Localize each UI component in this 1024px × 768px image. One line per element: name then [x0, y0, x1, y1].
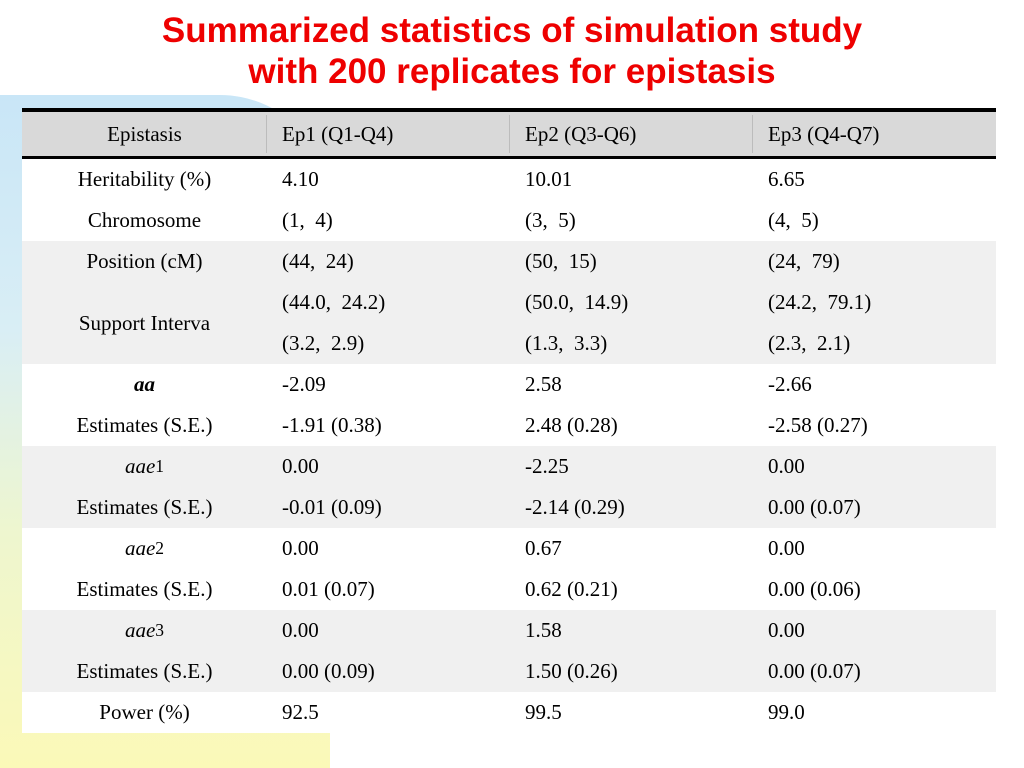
cell: 0.00 (0.06)	[768, 577, 861, 601]
table-row: -2.09 2.58 -2.66	[267, 364, 996, 405]
table-row: 92.5 99.5 99.0	[267, 692, 996, 733]
table-row: (1, 4) (3, 5) (4, 5)	[267, 200, 996, 241]
effect-label-aae: aae	[124, 454, 156, 478]
row-label-power: Power (%)	[99, 700, 190, 724]
header-ep2: Ep2 (Q3-Q6)	[510, 112, 753, 156]
group-aa: aa Estimates (S.E.) -2.09 2.58 -2.66 -1.…	[22, 364, 996, 446]
group-power: Power (%) 92.5 99.5 99.0	[22, 692, 996, 733]
cell: 0.67	[525, 536, 562, 560]
cell: 0.00	[282, 454, 319, 478]
group-aae3: aae 3 Estimates (S.E.) 0.00 1.58 0.00 0.0…	[22, 610, 996, 692]
cell: -2.58 (0.27)	[768, 413, 868, 437]
cell: (2.3, 2.1)	[768, 331, 851, 355]
row-label-support-interval: Support Interva	[78, 310, 211, 335]
cell: 0.01 (0.07)	[282, 577, 375, 601]
cell: 10.01	[525, 167, 573, 191]
table-row: 4.10 10.01 6.65	[267, 159, 996, 200]
row-label-heritability: Heritability (%)	[77, 167, 212, 191]
cell: (44, 24)	[282, 249, 354, 273]
cell: 1.50 (0.26)	[525, 659, 618, 683]
cell: -2.14 (0.29)	[525, 495, 625, 519]
row-label-aae1: aae 1	[22, 446, 267, 487]
cell: -2.25	[525, 454, 569, 478]
table-header-row: Epistasis Ep1 (Q1-Q4) Ep2 (Q3-Q6) Ep3 (Q…	[22, 112, 996, 159]
statistics-table: Epistasis Ep1 (Q1-Q4) Ep2 (Q3-Q6) Ep3 (Q…	[22, 108, 996, 733]
group-aae1: aae 1 Estimates (S.E.) 0.00 -2.25 0.00 -0…	[22, 446, 996, 528]
cell: -2.66	[768, 372, 812, 396]
cell: (24.2, 79.1)	[768, 290, 872, 314]
header-ep1: Ep1 (Q1-Q4)	[267, 112, 510, 156]
cell: 0.00	[768, 618, 805, 642]
table-row: (44, 24) (50, 15) (24, 79)	[267, 241, 996, 282]
table-row: 0.01 (0.07) 0.62 (0.21) 0.00 (0.06)	[267, 569, 996, 610]
table-row: 0.00 (0.09) 1.50 (0.26) 0.00 (0.07)	[267, 651, 996, 692]
cell: 0.00	[768, 536, 805, 560]
table-row: (44.0, 24.2) (50.0, 14.9) (24.2, 79.1)	[267, 282, 996, 323]
cell: -0.01 (0.09)	[282, 495, 382, 519]
title-line-1: Summarized statistics of simulation stud…	[161, 11, 863, 50]
cell: 4.10	[282, 167, 319, 191]
cell: 6.65	[768, 167, 805, 191]
cell: (4, 5)	[768, 208, 819, 232]
row-label-estimates: Estimates (S.E.)	[76, 577, 213, 601]
effect-label-aae: aae	[124, 536, 156, 560]
effect-subscript: 1	[155, 456, 165, 476]
cell: 99.0	[768, 700, 805, 724]
effect-subscript: 2	[155, 538, 165, 558]
title-line-2: with 200 replicates for epistasis	[248, 52, 776, 91]
table-row: 0.00 0.67 0.00	[267, 528, 996, 569]
cell: 2.58	[525, 372, 562, 396]
cell: (44.0, 24.2)	[282, 290, 386, 314]
header-epistasis: Epistasis	[22, 112, 267, 156]
cell: 0.00 (0.07)	[768, 659, 861, 683]
effect-label-aa: aa	[134, 372, 155, 396]
cell: (50, 15)	[525, 249, 597, 273]
row-label-aae2: aae 2	[22, 528, 267, 569]
header-ep3: Ep3 (Q4-Q7)	[768, 122, 880, 146]
row-label-estimates: Estimates (S.E.)	[76, 413, 213, 437]
cell: -1.91 (0.38)	[282, 413, 382, 437]
effect-subscript: 3	[155, 620, 165, 640]
cell: (3.2, 2.9)	[282, 331, 365, 355]
cell: 0.00 (0.09)	[282, 659, 375, 683]
cell: 0.62 (0.21)	[525, 577, 618, 601]
cell: (1.3, 3.3)	[525, 331, 608, 355]
row-label-estimates: Estimates (S.E.)	[76, 495, 213, 519]
background-top	[0, 0, 1024, 95]
cell: 0.00	[282, 536, 319, 560]
table-row: -1.91 (0.38) 2.48 (0.28) -2.58 (0.27)	[267, 405, 996, 446]
cell: 99.5	[525, 700, 562, 724]
cell: 2.48 (0.28)	[525, 413, 618, 437]
group-heritability: Heritability (%) Chromosome 4.10 10.01 6…	[22, 159, 996, 241]
cell: (1, 4)	[282, 208, 333, 232]
cell: (3, 5)	[525, 208, 576, 232]
table-row: 0.00 1.58 0.00	[267, 610, 996, 651]
cell: -2.09	[282, 372, 326, 396]
cell: (24, 79)	[768, 249, 840, 273]
slide-title: Summarized statistics of simulation stud…	[0, 10, 1024, 92]
cell: 1.58	[525, 618, 562, 642]
table-top-rule	[22, 108, 996, 112]
row-label-aae3: aae 3	[22, 610, 267, 651]
table-row: -0.01 (0.09) -2.14 (0.29) 0.00 (0.07)	[267, 487, 996, 528]
row-label-position: Position (cM)	[86, 249, 203, 273]
row-label-chromosome: Chromosome	[87, 208, 202, 232]
table-row: 0.00 -2.25 0.00	[267, 446, 996, 487]
cell: 0.00	[768, 454, 805, 478]
cell: 0.00	[282, 618, 319, 642]
cell: (50.0, 14.9)	[525, 290, 629, 314]
group-position: Position (cM) Support Interva (44, 24) (…	[22, 241, 996, 364]
effect-label-aae: aae	[124, 618, 156, 642]
table-row: (3.2, 2.9) (1.3, 3.3) (2.3, 2.1)	[267, 323, 996, 364]
cell: 92.5	[282, 700, 319, 724]
row-label-estimates: Estimates (S.E.)	[76, 659, 213, 683]
row-label-aa: aa	[22, 364, 267, 405]
group-aae2: aae 2 Estimates (S.E.) 0.00 0.67 0.00 0.0…	[22, 528, 996, 610]
cell: 0.00 (0.07)	[768, 495, 861, 519]
